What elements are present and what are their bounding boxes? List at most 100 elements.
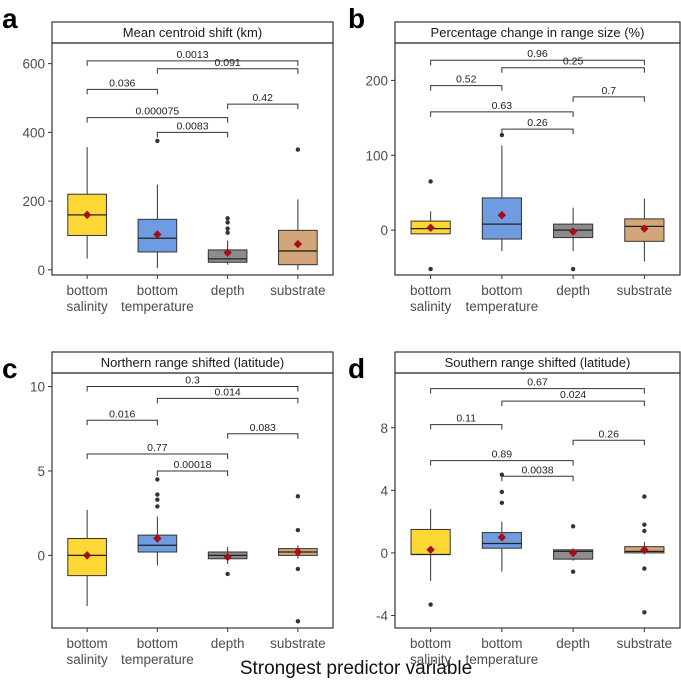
comparison-bracket: 0.7 xyxy=(572,85,645,102)
plot-area-a xyxy=(51,42,334,276)
bracket-line xyxy=(501,67,645,73)
mean-marker xyxy=(293,239,303,249)
x-tick-label-bottom-salinity: bottom salinity xyxy=(66,283,108,314)
p-value-label: 0.036 xyxy=(109,77,135,89)
bracket-line xyxy=(86,88,158,95)
comparison-bracket: 0.89 xyxy=(430,449,574,466)
outlier-point xyxy=(155,504,160,509)
panel-c: c Northern range shifted (latitude) 0 5 10 bo… xyxy=(2,351,334,667)
y-tick-label: 600 xyxy=(22,57,45,72)
bracket-line xyxy=(86,419,158,426)
x-tick-label-bottom-temperature: bottom temperature xyxy=(465,636,538,667)
plot-area-c xyxy=(51,372,334,629)
comparison-bracket: 0.25 xyxy=(501,56,645,73)
outlier-point xyxy=(155,477,160,482)
x-tick-label-substrate: substrate xyxy=(617,283,673,298)
bracket-line xyxy=(86,117,229,123)
mean-marker xyxy=(640,224,649,233)
bracket-line xyxy=(572,96,645,102)
bracket-line xyxy=(227,433,299,439)
mean-marker xyxy=(82,210,92,220)
box-bottom-salinity xyxy=(67,509,107,607)
comparison-bracket: 0.036 xyxy=(86,77,158,95)
bracket-line xyxy=(430,460,574,466)
outlier-point xyxy=(428,266,433,272)
bracket-line xyxy=(430,111,574,117)
outlier-point xyxy=(428,179,433,184)
bracket-line xyxy=(430,424,503,430)
outlier-point xyxy=(155,497,160,502)
y-tick-label: 100 xyxy=(365,148,388,163)
box-depth xyxy=(553,207,594,272)
box-body xyxy=(481,197,522,240)
box-bottom-temperature xyxy=(137,138,178,269)
comparison-bracket: 0.0038 xyxy=(501,464,574,482)
y-tick-label: 10 xyxy=(30,380,45,395)
comparison-bracket: 0.016 xyxy=(86,408,158,426)
p-value-label: 0.000075 xyxy=(135,106,179,118)
p-value-label: 0.52 xyxy=(456,74,477,86)
y-tick-label: 200 xyxy=(365,73,388,88)
outlier-point xyxy=(642,610,647,615)
comparison-bracket: 0.26 xyxy=(501,117,574,135)
x-tick-label-depth: depth xyxy=(211,636,245,651)
box-bottom-temperature xyxy=(137,477,178,566)
comparison-bracket: 0.11 xyxy=(430,413,503,430)
y-tick-label: 4 xyxy=(380,483,388,498)
x-tick-label-bottom-salinity: bottom salinity xyxy=(410,636,452,667)
bracket-line xyxy=(430,85,503,91)
outlier-point xyxy=(225,571,230,577)
panel-a: a Mean centroid shift (km) 0 200 400 600 botto… xyxy=(2,3,334,314)
x-tick-label-substrate: substrate xyxy=(270,283,326,298)
y-tick-label: 0 xyxy=(380,223,388,238)
mean-marker xyxy=(426,223,435,233)
x-tick-label-substrate: substrate xyxy=(270,636,326,651)
mean-marker xyxy=(223,552,232,562)
outlier-point xyxy=(225,216,230,221)
p-value-label: 0.0038 xyxy=(521,464,553,476)
box-substrate xyxy=(278,494,318,624)
bracket-line xyxy=(86,60,299,66)
outlier-point xyxy=(295,527,301,533)
x-tick-label-bottom-temperature: bottom temperature xyxy=(465,283,538,314)
bracket-line xyxy=(430,388,645,394)
outlier-point xyxy=(295,619,301,624)
p-value-label: 0.00018 xyxy=(174,459,212,471)
outlier-point xyxy=(570,569,576,574)
p-value-label: 0.3 xyxy=(185,375,200,387)
comparison-bracket: 0.96 xyxy=(430,48,645,66)
y-tick-label: 400 xyxy=(22,125,45,140)
outlier-point xyxy=(642,566,647,571)
x-tick-label-bottom-salinity: bottom salinity xyxy=(66,636,108,667)
comparison-bracket: 0.000075 xyxy=(86,106,229,123)
y-tick-label: -4 xyxy=(376,608,388,623)
box-depth xyxy=(207,216,248,265)
outlier-point xyxy=(642,494,647,499)
mean-marker xyxy=(568,227,578,236)
figure-xlabel: Strongest predictor variable xyxy=(240,658,472,679)
box-substrate xyxy=(624,198,665,262)
mean-marker xyxy=(153,230,162,239)
panel-title-a: Mean centroid shift (km) xyxy=(123,25,262,40)
bracket-line xyxy=(572,439,645,446)
p-value-label: 0.014 xyxy=(214,386,240,398)
comparison-bracket: 0.3 xyxy=(86,375,299,392)
outlier-point xyxy=(642,522,647,527)
p-value-label: 0.0083 xyxy=(176,120,208,132)
outlier-point xyxy=(225,230,230,235)
p-value-label: 0.7 xyxy=(601,85,616,97)
comparison-bracket: 0.52 xyxy=(430,74,503,91)
p-value-label: 0.083 xyxy=(250,422,276,434)
bracket-line xyxy=(156,470,229,476)
outlier-point xyxy=(499,132,505,138)
mean-marker xyxy=(497,533,507,542)
comparison-bracket: 0.024 xyxy=(501,389,645,407)
x-tick-label-bottom-temperature: bottom temperature xyxy=(121,283,194,314)
outlier-point xyxy=(225,220,230,225)
comparison-bracket: 0.0013 xyxy=(86,49,299,66)
box-bottom-temperature xyxy=(481,132,522,252)
bracket-line xyxy=(86,386,299,392)
box-substrate xyxy=(278,147,318,270)
bracket-line xyxy=(501,475,574,482)
comparison-bracket: 0.0083 xyxy=(156,120,229,138)
